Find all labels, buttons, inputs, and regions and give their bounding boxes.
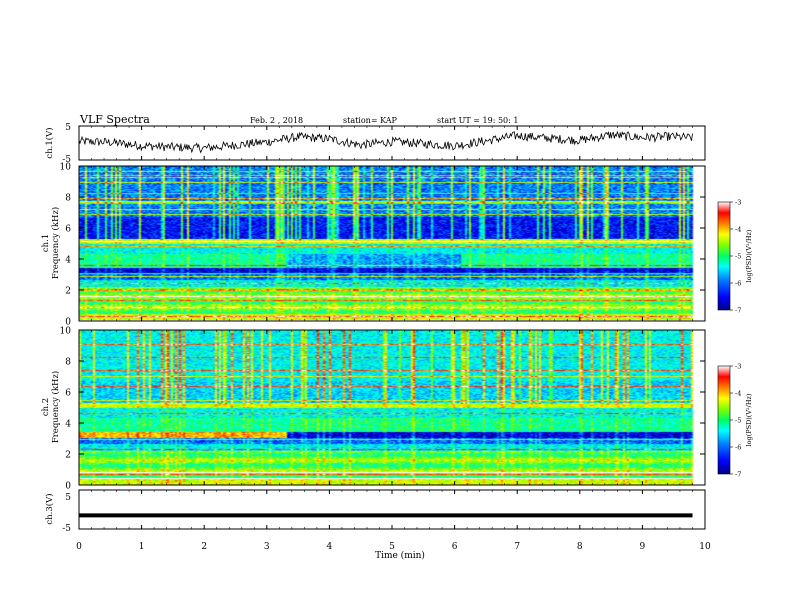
time-tick-label: 9 [640, 542, 646, 552]
ch2-colorbar: -3 -4 -5 -6 -7 log(PSD)(V²/Hz) [717, 363, 753, 479]
ch1-spec-ylabel: ch.1 [41, 234, 51, 252]
ch3-waveform-panel: 5 -5 ch.3(V) [44, 489, 706, 534]
time-axis-label: Time (min) [375, 550, 425, 561]
time-tick-label: 8 [577, 542, 583, 552]
freq-tick-label: 10 [60, 327, 72, 337]
freq-tick-label: 8 [65, 194, 71, 204]
ch1-freq-ylabel: Frequency (kHz) [50, 207, 61, 279]
ch1-waveform-panel: 5 -5 ch.1(V) [44, 123, 706, 165]
ch3-ytick-bottom: -5 [62, 524, 71, 534]
freq-tick-label: 4 [65, 256, 71, 266]
colorbar-tick-label: -3 [735, 363, 741, 371]
freq-tick-label: 0 [65, 482, 71, 492]
ch1-spectrogram-panel: 0 2 4 6 8 10 ch.1 Frequency (kHz) -3 -4 -5 -6 -7 … [41, 163, 753, 328]
ch2-spectrogram-panel: 0 2 4 6 8 10 ch.2 Frequency (kHz) -3 -4 -5 -6 -7 … [41, 327, 753, 492]
freq-tick-label: 8 [65, 358, 71, 368]
ch2-spectrogram-image [79, 330, 705, 485]
colorbar-tick-label: -4 [735, 390, 741, 398]
time-tick-label: 2 [201, 542, 207, 552]
ch1-colorbar: -3 -4 -5 -6 -7 log(PSD)(V²/Hz) [717, 199, 753, 315]
spectrogram-raster [79, 166, 705, 321]
freq-tick-label: 0 [65, 318, 71, 328]
ch1-ytick-bottom: -5 [62, 155, 71, 165]
colorbar-tick-label: -6 [735, 280, 741, 288]
ch2-freq-ylabel: Frequency (kHz) [50, 371, 61, 443]
header-date: Feb. 2 , 2018 [250, 116, 303, 125]
spectrogram-raster [79, 330, 705, 485]
ch3-ylabel: ch.3(V) [44, 493, 55, 524]
time-tick-label: 1 [139, 542, 145, 552]
ch1-ylabel: ch.1(V) [44, 127, 55, 158]
colorbar-tick-label: -3 [735, 199, 741, 207]
colorbar-tick-label: -6 [735, 444, 741, 452]
ch1-spectrogram-image [79, 166, 705, 321]
ch1-waveform-line [78, 130, 693, 154]
figure-title: VLF Spectra [79, 113, 150, 126]
header-start-time: start UT = 19: 50: 1 [437, 116, 518, 125]
freq-tick-label: 6 [65, 225, 71, 235]
freq-tick-label: 6 [65, 389, 71, 399]
freq-tick-label: 2 [65, 287, 71, 297]
time-tick-label: 6 [452, 542, 458, 552]
colorbar-tick-label: -4 [735, 226, 741, 234]
time-tick-label: 0 [76, 542, 82, 552]
time-tick-label: 5 [389, 542, 395, 552]
colorbar-tick-label: -5 [735, 253, 741, 261]
time-tick-label: 7 [514, 542, 520, 552]
time-tick-label: 10 [699, 542, 711, 552]
ch2-spec-ylabel: ch.2 [41, 398, 51, 416]
colorbar-tick-label: -7 [735, 471, 741, 479]
ch2-colorbar-label: log(PSD)(V²/Hz) [745, 393, 753, 446]
ch1-ytick-top: 5 [65, 123, 71, 133]
colorbar-tick-label: -5 [735, 417, 741, 425]
ch1-colorbar-label: log(PSD)(V²/Hz) [745, 229, 753, 282]
freq-tick-label: 4 [65, 420, 71, 430]
header-station: station= KAP [343, 116, 398, 125]
time-tick-label: 4 [327, 542, 333, 552]
freq-tick-label: 2 [65, 451, 71, 461]
freq-tick-label: 10 [60, 163, 72, 173]
ch3-ytick-top: 5 [65, 493, 71, 503]
time-tick-label: 3 [264, 542, 270, 552]
time-axis: 0 1 2 3 4 5 6 7 8 9 10 [76, 126, 711, 552]
colorbar-tick-label: -7 [735, 307, 741, 315]
